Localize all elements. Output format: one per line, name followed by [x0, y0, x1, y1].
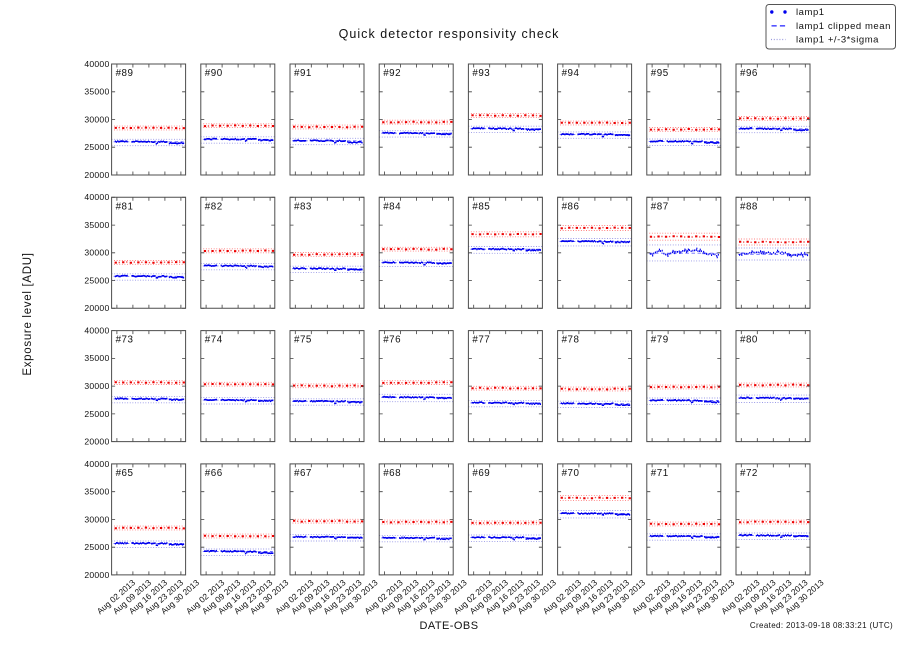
svg-text:#76: #76 — [383, 335, 401, 346]
svg-text:#65: #65 — [116, 468, 134, 479]
svg-text:#69: #69 — [472, 468, 490, 479]
svg-text:#67: #67 — [294, 468, 312, 479]
svg-text:25000: 25000 — [84, 409, 109, 419]
svg-text:30000: 30000 — [84, 381, 109, 391]
svg-text:#93: #93 — [472, 68, 490, 79]
svg-text:25000: 25000 — [84, 142, 109, 152]
svg-text:#88: #88 — [740, 201, 758, 212]
svg-text:#68: #68 — [383, 468, 401, 479]
svg-text:35000: 35000 — [84, 353, 109, 363]
svg-text:DATE-OBS: DATE-OBS — [419, 620, 478, 632]
svg-text:lamp1 +/-3*sigma: lamp1 +/-3*sigma — [796, 35, 879, 46]
svg-text:40000: 40000 — [84, 459, 109, 469]
svg-text:#85: #85 — [472, 201, 490, 212]
svg-text:#70: #70 — [562, 468, 580, 479]
svg-text:#66: #66 — [205, 468, 223, 479]
svg-text:#80: #80 — [740, 335, 758, 346]
svg-text:40000: 40000 — [84, 59, 109, 69]
svg-text:40000: 40000 — [84, 192, 109, 202]
svg-text:#71: #71 — [651, 468, 669, 479]
svg-text:#94: #94 — [562, 68, 580, 79]
svg-text:#77: #77 — [472, 335, 490, 346]
svg-text:#87: #87 — [651, 201, 669, 212]
svg-text:35000: 35000 — [84, 487, 109, 497]
svg-text:#73: #73 — [116, 335, 134, 346]
svg-text:20000: 20000 — [84, 303, 109, 313]
svg-text:#95: #95 — [651, 68, 669, 79]
svg-text:#92: #92 — [383, 68, 401, 79]
svg-text:20000: 20000 — [84, 437, 109, 447]
svg-text:#91: #91 — [294, 68, 312, 79]
svg-text:lamp1: lamp1 — [796, 7, 825, 18]
svg-text:Created: 2013-09-18 08:33:21 (: Created: 2013-09-18 08:33:21 (UTC) — [750, 621, 893, 630]
svg-text:#90: #90 — [205, 68, 223, 79]
svg-text:#78: #78 — [562, 335, 580, 346]
svg-text:30000: 30000 — [84, 114, 109, 124]
svg-text:20000: 20000 — [84, 570, 109, 580]
svg-text:#82: #82 — [205, 201, 223, 212]
svg-text:35000: 35000 — [84, 87, 109, 97]
svg-text:#81: #81 — [116, 201, 134, 212]
svg-text:30000: 30000 — [84, 248, 109, 258]
svg-text:#86: #86 — [562, 201, 580, 212]
svg-text:20000: 20000 — [84, 170, 109, 180]
svg-text:#84: #84 — [383, 201, 401, 212]
svg-text:#83: #83 — [294, 201, 312, 212]
svg-text:#96: #96 — [740, 68, 758, 79]
svg-text:25000: 25000 — [84, 542, 109, 552]
svg-text:Quick detector responsivity ch: Quick detector responsivity check — [339, 27, 560, 41]
svg-text:#74: #74 — [205, 335, 223, 346]
svg-text:25000: 25000 — [84, 275, 109, 285]
svg-text:40000: 40000 — [84, 326, 109, 336]
svg-text:#75: #75 — [294, 335, 312, 346]
svg-text:35000: 35000 — [84, 220, 109, 230]
svg-text:Exposure level [ADU]: Exposure level [ADU] — [22, 252, 34, 375]
svg-text:#79: #79 — [651, 335, 669, 346]
svg-text:#89: #89 — [116, 68, 134, 79]
svg-text:#72: #72 — [740, 468, 758, 479]
svg-text:30000: 30000 — [84, 514, 109, 524]
svg-text:lamp1 clipped mean: lamp1 clipped mean — [796, 21, 891, 32]
